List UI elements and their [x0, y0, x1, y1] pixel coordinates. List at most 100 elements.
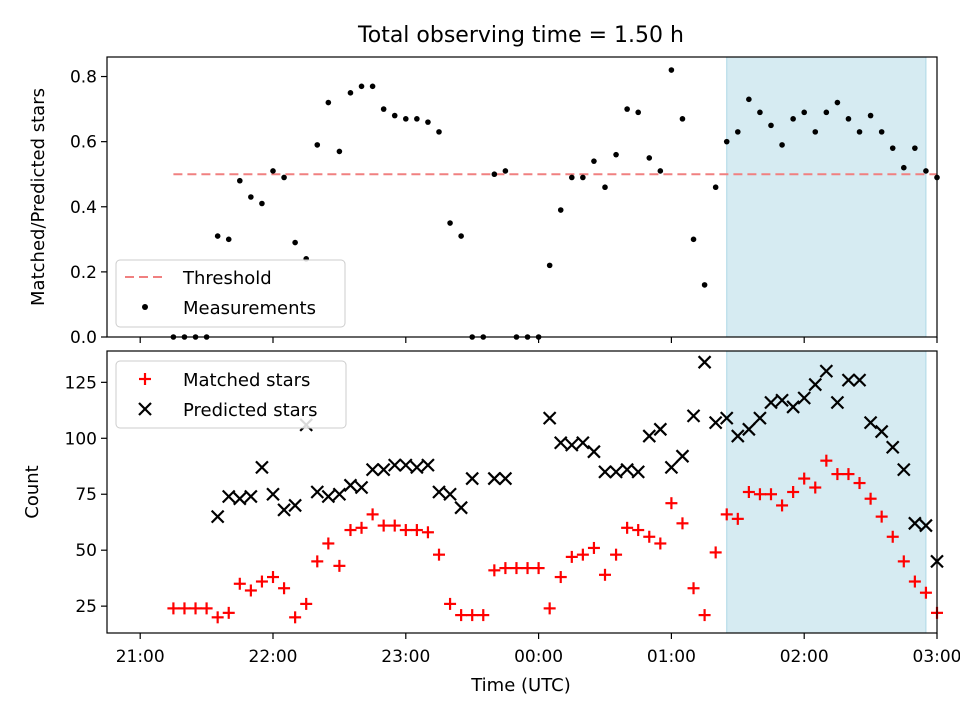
- measurement-point: [369, 83, 376, 90]
- matched-star-point: [410, 524, 423, 537]
- legend-threshold-label: Threshold: [182, 268, 272, 289]
- matched-star-point: [167, 602, 180, 615]
- matched-star-point: [621, 521, 634, 534]
- measurement-point: [314, 142, 321, 148]
- predicted-star-point: [808, 377, 823, 392]
- measurement-point: [325, 99, 332, 106]
- measurement-point: [801, 109, 807, 116]
- matched-star-point: [554, 571, 567, 584]
- predicted-star-point: [387, 458, 402, 472]
- matched-star-point: [787, 486, 800, 498]
- bottom-y-axis: 25 50 75 100 125: [65, 373, 107, 617]
- matched-star-point: [908, 575, 921, 588]
- matched-star-point: [610, 548, 623, 561]
- predicted-star-point: [332, 487, 347, 502]
- predicted-star-point: [620, 462, 634, 477]
- matched-star-point: [200, 602, 213, 615]
- matched-star-point: [311, 555, 324, 568]
- measurement-point: [923, 168, 929, 174]
- measurement-point: [812, 129, 819, 135]
- predicted-star-point: [830, 395, 845, 410]
- predicted-star-point: [885, 440, 900, 455]
- predicted-star-point: [708, 415, 723, 430]
- predicted-star-point: [244, 489, 258, 504]
- matched-star-point: [897, 555, 910, 568]
- matched-star-point: [532, 562, 545, 575]
- y-tick-label: 100: [65, 429, 97, 449]
- predicted-star-point: [454, 500, 468, 515]
- x-tick-label: 21:00: [116, 647, 165, 667]
- predicted-star-point: [365, 462, 380, 477]
- y-tick-label: 50: [75, 541, 97, 561]
- measurement-point: [901, 164, 907, 171]
- predicted-star-point: [908, 516, 922, 531]
- matched-star-point: [665, 497, 678, 510]
- predicted-star-point: [786, 400, 800, 414]
- predicted-star-point: [897, 462, 911, 477]
- matched-star-point: [709, 546, 722, 559]
- legend-measurements-label: Measurements: [183, 298, 316, 319]
- measurement-point: [790, 116, 796, 122]
- matched-star-point: [399, 524, 412, 537]
- matched-star-point: [820, 454, 833, 467]
- predicted-star-point: [697, 355, 712, 369]
- measurement-point: [856, 129, 863, 135]
- bottom-shaded-interval: [726, 350, 927, 634]
- matched-star-point: [466, 609, 479, 622]
- measurement-point: [237, 177, 243, 184]
- matched-star-point: [798, 472, 811, 485]
- predicted-star-point: [819, 364, 834, 378]
- matched-star-point: [344, 524, 357, 537]
- matched-star-point: [831, 468, 844, 481]
- measurement-point: [735, 129, 741, 135]
- x-tick-label: 22:00: [249, 647, 298, 667]
- bottom-legend-box: [115, 360, 347, 429]
- matched-star-point: [587, 541, 600, 554]
- predicted-star-point: [288, 498, 302, 513]
- matched-star-point: [444, 597, 457, 610]
- measurements-points: [170, 67, 940, 340]
- matched-star-point: [510, 562, 523, 575]
- predicted-star-point: [764, 395, 778, 410]
- measurement-point: [458, 233, 464, 239]
- measurement-point: [491, 171, 498, 178]
- matched-star-point: [742, 486, 755, 498]
- predicted-star-point: [376, 462, 391, 477]
- legend-plus-marker: [139, 373, 151, 385]
- chart-title: Total observing time = 1.50 h: [357, 23, 684, 48]
- legend-matched-swatch: [139, 373, 151, 385]
- matched-star-point: [809, 481, 822, 494]
- matched-star-point: [322, 537, 335, 550]
- legend-predicted-swatch: [138, 402, 152, 416]
- legend-matched-label: Matched stars: [183, 370, 310, 391]
- measurement-point: [646, 155, 653, 161]
- measurement-point: [591, 158, 597, 164]
- predicted-star-point: [686, 409, 701, 423]
- measurement-point: [336, 148, 343, 155]
- measurement-point: [436, 129, 442, 135]
- measurement-point: [613, 151, 619, 158]
- measurement-point: [834, 99, 841, 106]
- top-y-axis: 0.0 0.2 0.4 0.6 0.8: [70, 68, 107, 348]
- matched-star-point: [244, 584, 257, 597]
- measurement-point: [214, 233, 221, 239]
- measurement-point: [624, 106, 630, 112]
- measurement-point: [690, 236, 697, 243]
- measurement-point: [912, 145, 918, 151]
- matched-star-point: [731, 512, 744, 525]
- y-tick-label: 0.4: [70, 198, 97, 218]
- predicted-star-point: [321, 489, 336, 504]
- measurement-point: [347, 90, 354, 96]
- measurement-point: [823, 109, 830, 116]
- y-tick-label: 0.8: [70, 68, 97, 88]
- predicted-star-point: [863, 415, 878, 430]
- predicted-star-point: [587, 444, 601, 459]
- predicted-star-point: [719, 411, 734, 425]
- top-plot-frame: [106, 56, 938, 338]
- predicted-star-point: [443, 487, 457, 502]
- matched-star-point: [300, 597, 313, 610]
- matched-star-point: [521, 562, 534, 575]
- measurement-point: [259, 200, 265, 207]
- matched-star-point: [488, 564, 501, 577]
